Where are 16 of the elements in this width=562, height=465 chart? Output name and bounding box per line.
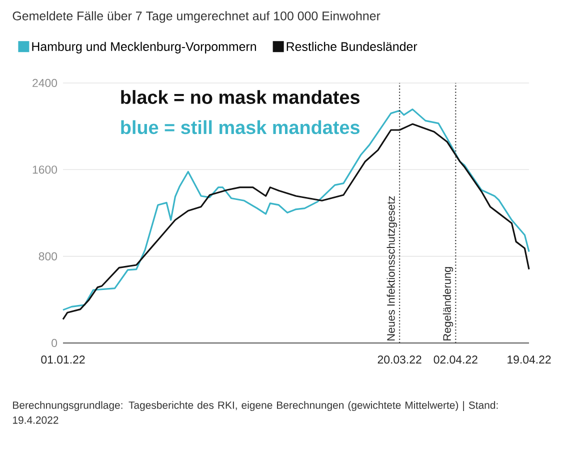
y-tick-label: 2400 <box>32 78 58 88</box>
text: Berechnungsgrundlage: Tagesberichte des RKI, eigene Berechnungen (gewichtete Mittelwerte) | Stand: 19.4.2022 <box>13 401 498 424</box>
y-tick-label: 1600 <box>32 166 58 174</box>
x-tick-label: 02.04.22 <box>434 356 478 364</box>
chart-title: Gemeldete Fälle über 7 Tage umgerechnet auf 100 000 Einwohner <box>12 11 380 23</box>
x-tick-label: 01.01.22 <box>41 356 85 364</box>
y-tick-label: 800 <box>38 252 58 260</box>
legend-label: Restliche Bundesländer <box>286 42 418 51</box>
annotation: black = no mask mandates <box>121 90 360 104</box>
x-tick-label: 19.04.22 <box>508 356 551 364</box>
x-tick-label: 20.03.22 <box>378 356 422 364</box>
annotation: blue = still mask mandates <box>121 120 360 134</box>
legend-label: Hamburg und Mecklenburg-Vorpommern <box>32 42 256 54</box>
y-tick-label: 0 <box>52 338 58 348</box>
ref-line-label: Regeländerung <box>442 267 454 340</box>
ref-line-label: Neues Infektionsschutzgesetz <box>386 196 397 340</box>
